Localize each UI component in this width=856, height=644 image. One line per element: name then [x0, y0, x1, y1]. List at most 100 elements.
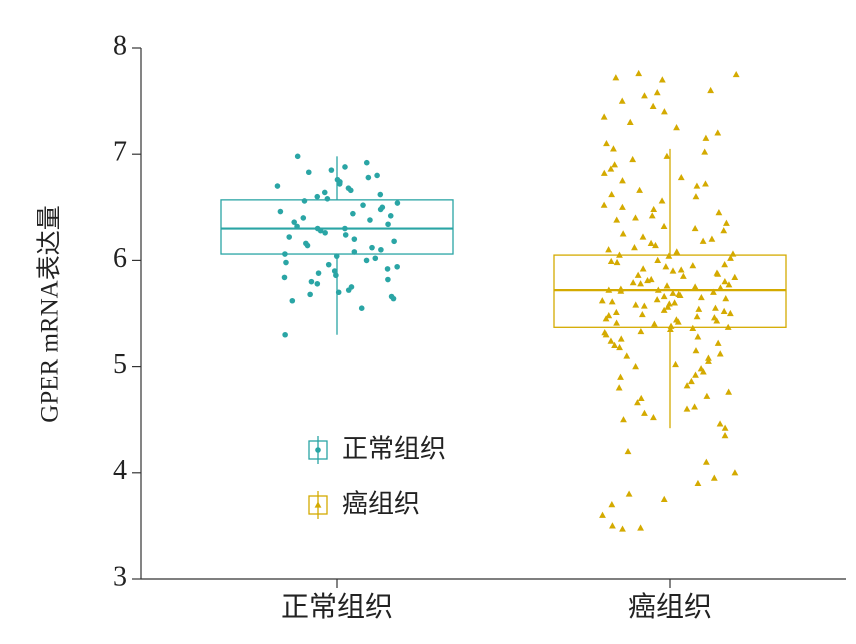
- legend-label: 正常组织: [342, 435, 446, 465]
- data-point: [705, 357, 712, 364]
- data-point: [665, 252, 673, 259]
- legend-label: 癌组织: [342, 490, 420, 520]
- data-point: [721, 432, 729, 439]
- data-point: [637, 394, 645, 402]
- data-point: [626, 118, 634, 125]
- data-point: [636, 186, 643, 193]
- data-point: [615, 384, 623, 391]
- data-point: [637, 524, 644, 531]
- data-point: [620, 416, 627, 423]
- data-point: [321, 189, 328, 196]
- data-point: [637, 280, 644, 287]
- data-point: [367, 217, 373, 223]
- data-point: [294, 153, 301, 160]
- data-point: [610, 145, 617, 152]
- data-point: [605, 286, 613, 293]
- data-point: [713, 317, 721, 324]
- data-point: [702, 180, 709, 187]
- data-point: [660, 495, 668, 502]
- data-point: [710, 474, 718, 481]
- data-point: [335, 289, 342, 296]
- data-point: [618, 97, 626, 104]
- data-point: [281, 274, 288, 281]
- data-point: [314, 501, 322, 508]
- data-point: [702, 458, 710, 465]
- data-point: [724, 323, 732, 330]
- data-point: [650, 413, 657, 421]
- data-point: [600, 113, 608, 120]
- data-point: [715, 209, 723, 216]
- data-point: [605, 312, 613, 319]
- data-point: [647, 239, 655, 247]
- data-point: [365, 174, 372, 181]
- data-point: [345, 287, 352, 293]
- data-point: [712, 304, 719, 311]
- data-point: [611, 341, 618, 348]
- data-point: [315, 270, 322, 276]
- data-point: [648, 212, 656, 219]
- data-point: [351, 236, 358, 242]
- data-point: [694, 479, 702, 487]
- data-point: [378, 246, 384, 253]
- x-tick-label: 癌组织: [628, 590, 712, 623]
- data-point: [653, 296, 661, 303]
- data-point: [612, 74, 620, 81]
- data-point: [351, 249, 358, 255]
- data-point: [325, 261, 332, 268]
- data-point: [683, 405, 691, 412]
- data-point: [333, 253, 340, 259]
- data-point: [671, 299, 679, 306]
- data-point: [317, 227, 324, 234]
- data-point: [729, 250, 737, 257]
- data-point: [308, 278, 315, 285]
- data-point: [731, 273, 739, 280]
- y-tick-label: 8: [113, 30, 127, 61]
- data-point: [619, 177, 626, 184]
- data-point: [695, 305, 703, 312]
- data-point: [282, 331, 288, 338]
- data-point: [644, 276, 651, 284]
- data-point: [708, 235, 716, 242]
- y-tick-label: 4: [113, 455, 127, 486]
- data-point: [693, 182, 701, 189]
- data-point: [363, 159, 370, 166]
- data-point: [716, 350, 724, 357]
- data-point: [679, 272, 687, 279]
- data-point: [722, 295, 730, 302]
- data-point: [714, 270, 722, 277]
- data-point: [617, 287, 625, 294]
- data-point: [611, 161, 619, 168]
- data-point: [307, 291, 313, 298]
- data-point: [336, 181, 343, 187]
- data-point: [651, 320, 658, 327]
- data-point: [658, 76, 666, 83]
- data-point: [637, 327, 645, 335]
- data-point: [385, 276, 391, 283]
- data-point: [617, 335, 625, 342]
- data-point: [282, 251, 288, 257]
- data-point: [619, 525, 626, 532]
- data-point: [629, 155, 637, 163]
- data-point: [322, 229, 328, 236]
- data-point: [305, 169, 312, 176]
- data-point: [699, 237, 707, 244]
- data-point: [674, 318, 682, 325]
- y-axis-label: GPER mRNA表达量: [36, 205, 64, 422]
- data-point: [660, 306, 668, 313]
- data-point: [714, 129, 722, 136]
- data-point: [721, 261, 729, 268]
- data-point: [608, 298, 616, 305]
- data-point: [677, 173, 685, 181]
- data-point: [315, 447, 321, 453]
- data-point: [707, 86, 715, 94]
- data-point: [663, 282, 671, 289]
- data-point: [613, 258, 621, 266]
- data-point: [314, 280, 321, 287]
- data-point: [639, 265, 647, 272]
- data-point: [692, 371, 699, 378]
- data-point: [647, 275, 655, 283]
- data-point: [602, 331, 610, 338]
- data-point: [342, 164, 348, 170]
- data-point: [699, 368, 707, 375]
